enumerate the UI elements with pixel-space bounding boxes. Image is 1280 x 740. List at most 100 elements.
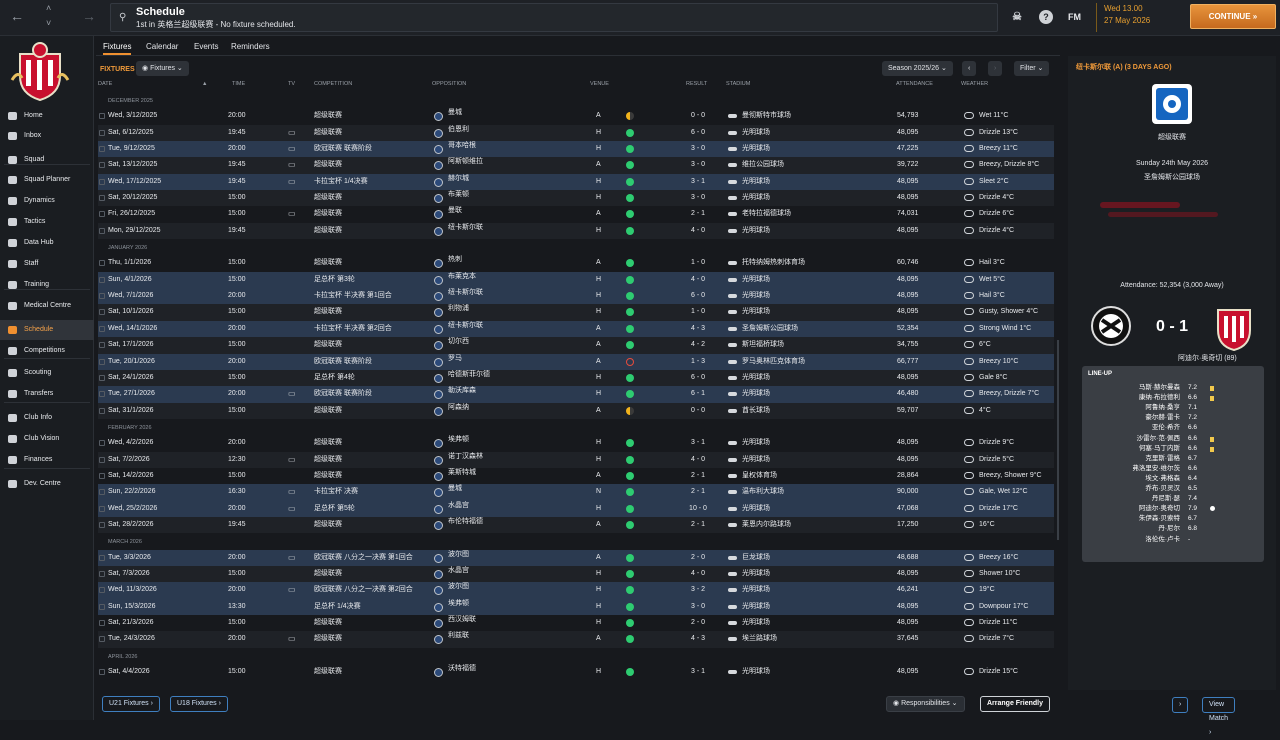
- fixture-row[interactable]: Mon, 29/12/2025 19:45 超级联赛 纽卡斯尔联 H 4 - 0 光明球场 4…: [98, 222, 1054, 240]
- sidebar-item-dynamics[interactable]: Dynamics: [0, 191, 94, 211]
- match-header[interactable]: 纽卡斯尔联 (A) (3 DAYS AGO): [1076, 64, 1172, 71]
- lineup-player[interactable]: 弗洛里安·维尔茨 6.6: [1082, 464, 1264, 474]
- fixture-opposition[interactable]: 莱斯特城: [448, 468, 476, 476]
- fixture-opposition[interactable]: 诺丁汉森林: [448, 452, 483, 460]
- row-checkbox[interactable]: [99, 129, 105, 136]
- tab-fixtures[interactable]: Fixtures: [103, 42, 132, 55]
- col-opposition[interactable]: OPPOSITION: [432, 81, 467, 87]
- arrange-friendly-button[interactable]: Arrange Friendly: [980, 696, 1051, 712]
- sidebar-item-club-vision[interactable]: Club Vision: [0, 429, 94, 449]
- sidebar-item-data-hub[interactable]: Data Hub: [0, 233, 94, 253]
- lineup-player[interactable]: 马斯·赫尔曼森 7.2: [1082, 383, 1264, 393]
- row-checkbox[interactable]: [99, 146, 105, 153]
- fixture-competition[interactable]: 卡拉宝杯 半决赛 第2回合: [314, 324, 392, 332]
- fixture-row[interactable]: Wed, 3/12/2025 20:00 超级联赛 曼城 A 0 - 0 曼彻斯特市球场 54…: [98, 108, 1054, 124]
- down-arrow-icon[interactable]: ˅: [46, 18, 52, 28]
- fixture-opposition[interactable]: 热刺: [448, 256, 462, 264]
- fixture-competition[interactable]: 超级联赛: [314, 668, 342, 676]
- fixture-row[interactable]: Sat, 14/2/2026 15:00 超级联赛 莱斯特城 A 2 - 1 皇权体育场 28…: [98, 468, 1054, 484]
- skull-icon[interactable]: ☠: [1012, 11, 1022, 23]
- col-venue[interactable]: VENUE: [590, 81, 609, 87]
- fixture-opposition[interactable]: 哥本哈根: [448, 142, 476, 150]
- fixture-competition[interactable]: 超级联赛: [314, 308, 342, 316]
- lineup-player[interactable]: 朱伊森·贝索特 6.7: [1082, 514, 1264, 524]
- lineup-player[interactable]: 豪尔赫·雷卡 7.2: [1082, 413, 1264, 423]
- fixture-opposition[interactable]: 波尔图: [448, 583, 469, 591]
- fixture-result[interactable]: 4 - 3: [690, 324, 705, 332]
- fixture-row[interactable]: Wed, 17/12/2025 19:45 ▭ 卡拉宝杯 1/4决赛 赫尔城 H 3 - 1…: [98, 173, 1054, 191]
- fixture-result[interactable]: 6 - 0: [690, 373, 705, 381]
- fixture-result[interactable]: 2 - 1: [690, 210, 705, 218]
- fixture-result[interactable]: 10 - 0: [689, 504, 707, 512]
- row-checkbox[interactable]: [99, 342, 105, 349]
- col-attendance[interactable]: ATTENDANCE: [896, 81, 933, 87]
- fixture-opposition[interactable]: 利物浦: [448, 305, 469, 313]
- responsibilities-button[interactable]: ◉ Responsibilities ⌄: [886, 696, 965, 712]
- fixture-competition[interactable]: 超级联赛: [314, 259, 342, 267]
- fixture-competition[interactable]: 超级联赛: [314, 520, 342, 528]
- fixture-competition[interactable]: 超级联赛: [314, 471, 342, 479]
- row-checkbox[interactable]: [99, 325, 105, 332]
- fixture-row[interactable]: Sun, 15/3/2026 13:30 足总杯 1/4决赛 埃弗顿 H 3 - 0 光明球…: [98, 598, 1054, 615]
- lineup-player[interactable]: 康纳·布拉德利 6.6: [1082, 393, 1264, 403]
- fixture-opposition[interactable]: 沃特福德: [448, 665, 476, 673]
- fixture-row[interactable]: Tue, 24/3/2026 20:00 ▭ 超级联赛 利兹联 A 4 - 3 埃兰路球场 37…: [98, 631, 1054, 648]
- fixture-row[interactable]: Tue, 3/3/2026 20:00 ▭ 欧冠联赛 八分之一决赛 第1回合 波尔图 A 2…: [98, 549, 1054, 566]
- fixture-result[interactable]: 4 - 0: [690, 275, 705, 283]
- lineup-player[interactable]: 丹·尼尔 6.8: [1082, 524, 1264, 534]
- fixture-row[interactable]: Thu, 1/1/2026 15:00 超级联赛 热刺 A 1 - 0 托特纳姆热刺体育场 6…: [98, 255, 1054, 271]
- col-stadium[interactable]: STADIUM: [726, 81, 751, 87]
- fixture-row[interactable]: Sun, 4/1/2026 15:00 足总杯 第3轮 布莱克本 H 4 - 0 光明球场 4…: [98, 271, 1054, 289]
- col-result[interactable]: RESULT: [686, 81, 708, 87]
- fixture-competition[interactable]: 足总杯 第5轮: [314, 504, 355, 512]
- fixture-row[interactable]: Sat, 10/1/2026 15:00 超级联赛 利物浦 H 1 - 0 光明球场 48,0…: [98, 304, 1054, 321]
- fixture-result[interactable]: 3 - 0: [690, 161, 705, 169]
- lineup-player[interactable]: 沙雷尔·范·佩西 6.6: [1082, 434, 1264, 444]
- row-checkbox[interactable]: [99, 293, 105, 300]
- fixture-row[interactable]: Sat, 28/2/2026 19:45 超级联赛 布伦特福德 A 2 - 1 莱恩内尔路球…: [98, 516, 1054, 534]
- fixture-result[interactable]: 3 - 0: [690, 194, 705, 202]
- lineup-player[interactable]: 阿迪尔·奥奇切 7.9: [1082, 504, 1264, 514]
- fixture-competition[interactable]: 欧冠联赛 联赛阶段: [314, 390, 372, 398]
- col-competition[interactable]: COMPETITION: [314, 81, 353, 87]
- fixture-opposition[interactable]: 赫尔城: [448, 174, 469, 182]
- row-checkbox[interactable]: [99, 178, 105, 185]
- fixture-opposition[interactable]: 曼城: [448, 109, 462, 117]
- row-checkbox[interactable]: [99, 113, 105, 120]
- row-checkbox[interactable]: [99, 570, 105, 577]
- row-checkbox[interactable]: [99, 554, 105, 561]
- lineup-player[interactable]: 埃文·弗格森 6.4: [1082, 474, 1264, 484]
- next-season-button[interactable]: ›: [988, 61, 1003, 76]
- fixture-opposition[interactable]: 水晶宫: [448, 501, 469, 509]
- lineup-player[interactable]: 阿鲁纳·桑亨 7.1: [1082, 403, 1264, 413]
- row-checkbox[interactable]: [99, 374, 105, 381]
- sidebar-item-medical-centre[interactable]: Medical Centre: [0, 296, 94, 316]
- fixture-row[interactable]: Tue, 9/12/2025 20:00 ▭ 欧冠联赛 联赛阶段 哥本哈根 H 3 - 0 光…: [98, 141, 1054, 158]
- row-checkbox[interactable]: [99, 260, 105, 267]
- fixture-opposition[interactable]: 阿森纳: [448, 403, 469, 411]
- row-checkbox[interactable]: [99, 391, 105, 398]
- help-icon[interactable]: ?: [1039, 10, 1053, 24]
- fixture-opposition[interactable]: 波尔图: [448, 550, 469, 558]
- row-checkbox[interactable]: [99, 620, 105, 626]
- fixture-row[interactable]: Wed, 11/3/2026 20:00 ▭ 欧冠联赛 八分之一决赛 第2回合 波尔图 H…: [98, 582, 1054, 599]
- fixture-result[interactable]: 3 - 1: [690, 177, 705, 185]
- fixture-opposition[interactable]: 曼联: [448, 207, 462, 215]
- row-checkbox[interactable]: [99, 456, 105, 463]
- fixture-opposition[interactable]: 纽卡斯尔联: [448, 321, 483, 329]
- forward-arrow-icon[interactable]: →: [82, 8, 96, 24]
- sidebar-item-competitions[interactable]: Competitions: [0, 341, 94, 361]
- view-selector[interactable]: ◉ Fixtures ⌄: [136, 61, 189, 76]
- lineup-player[interactable]: 乔布·贝灵汉 6.5: [1082, 484, 1264, 494]
- fixture-competition[interactable]: 欧冠联赛 联赛阶段: [314, 145, 372, 153]
- fixture-row[interactable]: Wed, 14/1/2026 20:00 卡拉宝杯 半决赛 第2回合 纽卡斯尔联 A 4 …: [98, 320, 1054, 338]
- fixture-competition[interactable]: 欧冠联赛 八分之一决赛 第1回合: [314, 553, 413, 561]
- fixture-competition[interactable]: 超级联赛: [314, 635, 342, 643]
- fm-logo[interactable]: FM: [1068, 12, 1081, 22]
- fixture-row[interactable]: Sat, 7/3/2026 15:00 超级联赛 水晶宫 H 4 - 0 光明球场 48,09…: [98, 565, 1054, 583]
- fixture-row[interactable]: Sat, 6/12/2025 19:45 ▭ 超级联赛 伯恩利 H 6 - 0 光明球场 48,…: [98, 124, 1054, 142]
- lineup-player[interactable]: 何塞·马丁内斯 6.6: [1082, 444, 1264, 454]
- fixture-row[interactable]: Sun, 22/2/2026 16:30 ▭ 卡拉宝杯 决赛 曼城 N 2 - 1 温布利大球…: [98, 484, 1054, 501]
- fixture-opposition[interactable]: 水晶宫: [448, 566, 469, 574]
- fixture-competition[interactable]: 超级联赛: [314, 112, 342, 120]
